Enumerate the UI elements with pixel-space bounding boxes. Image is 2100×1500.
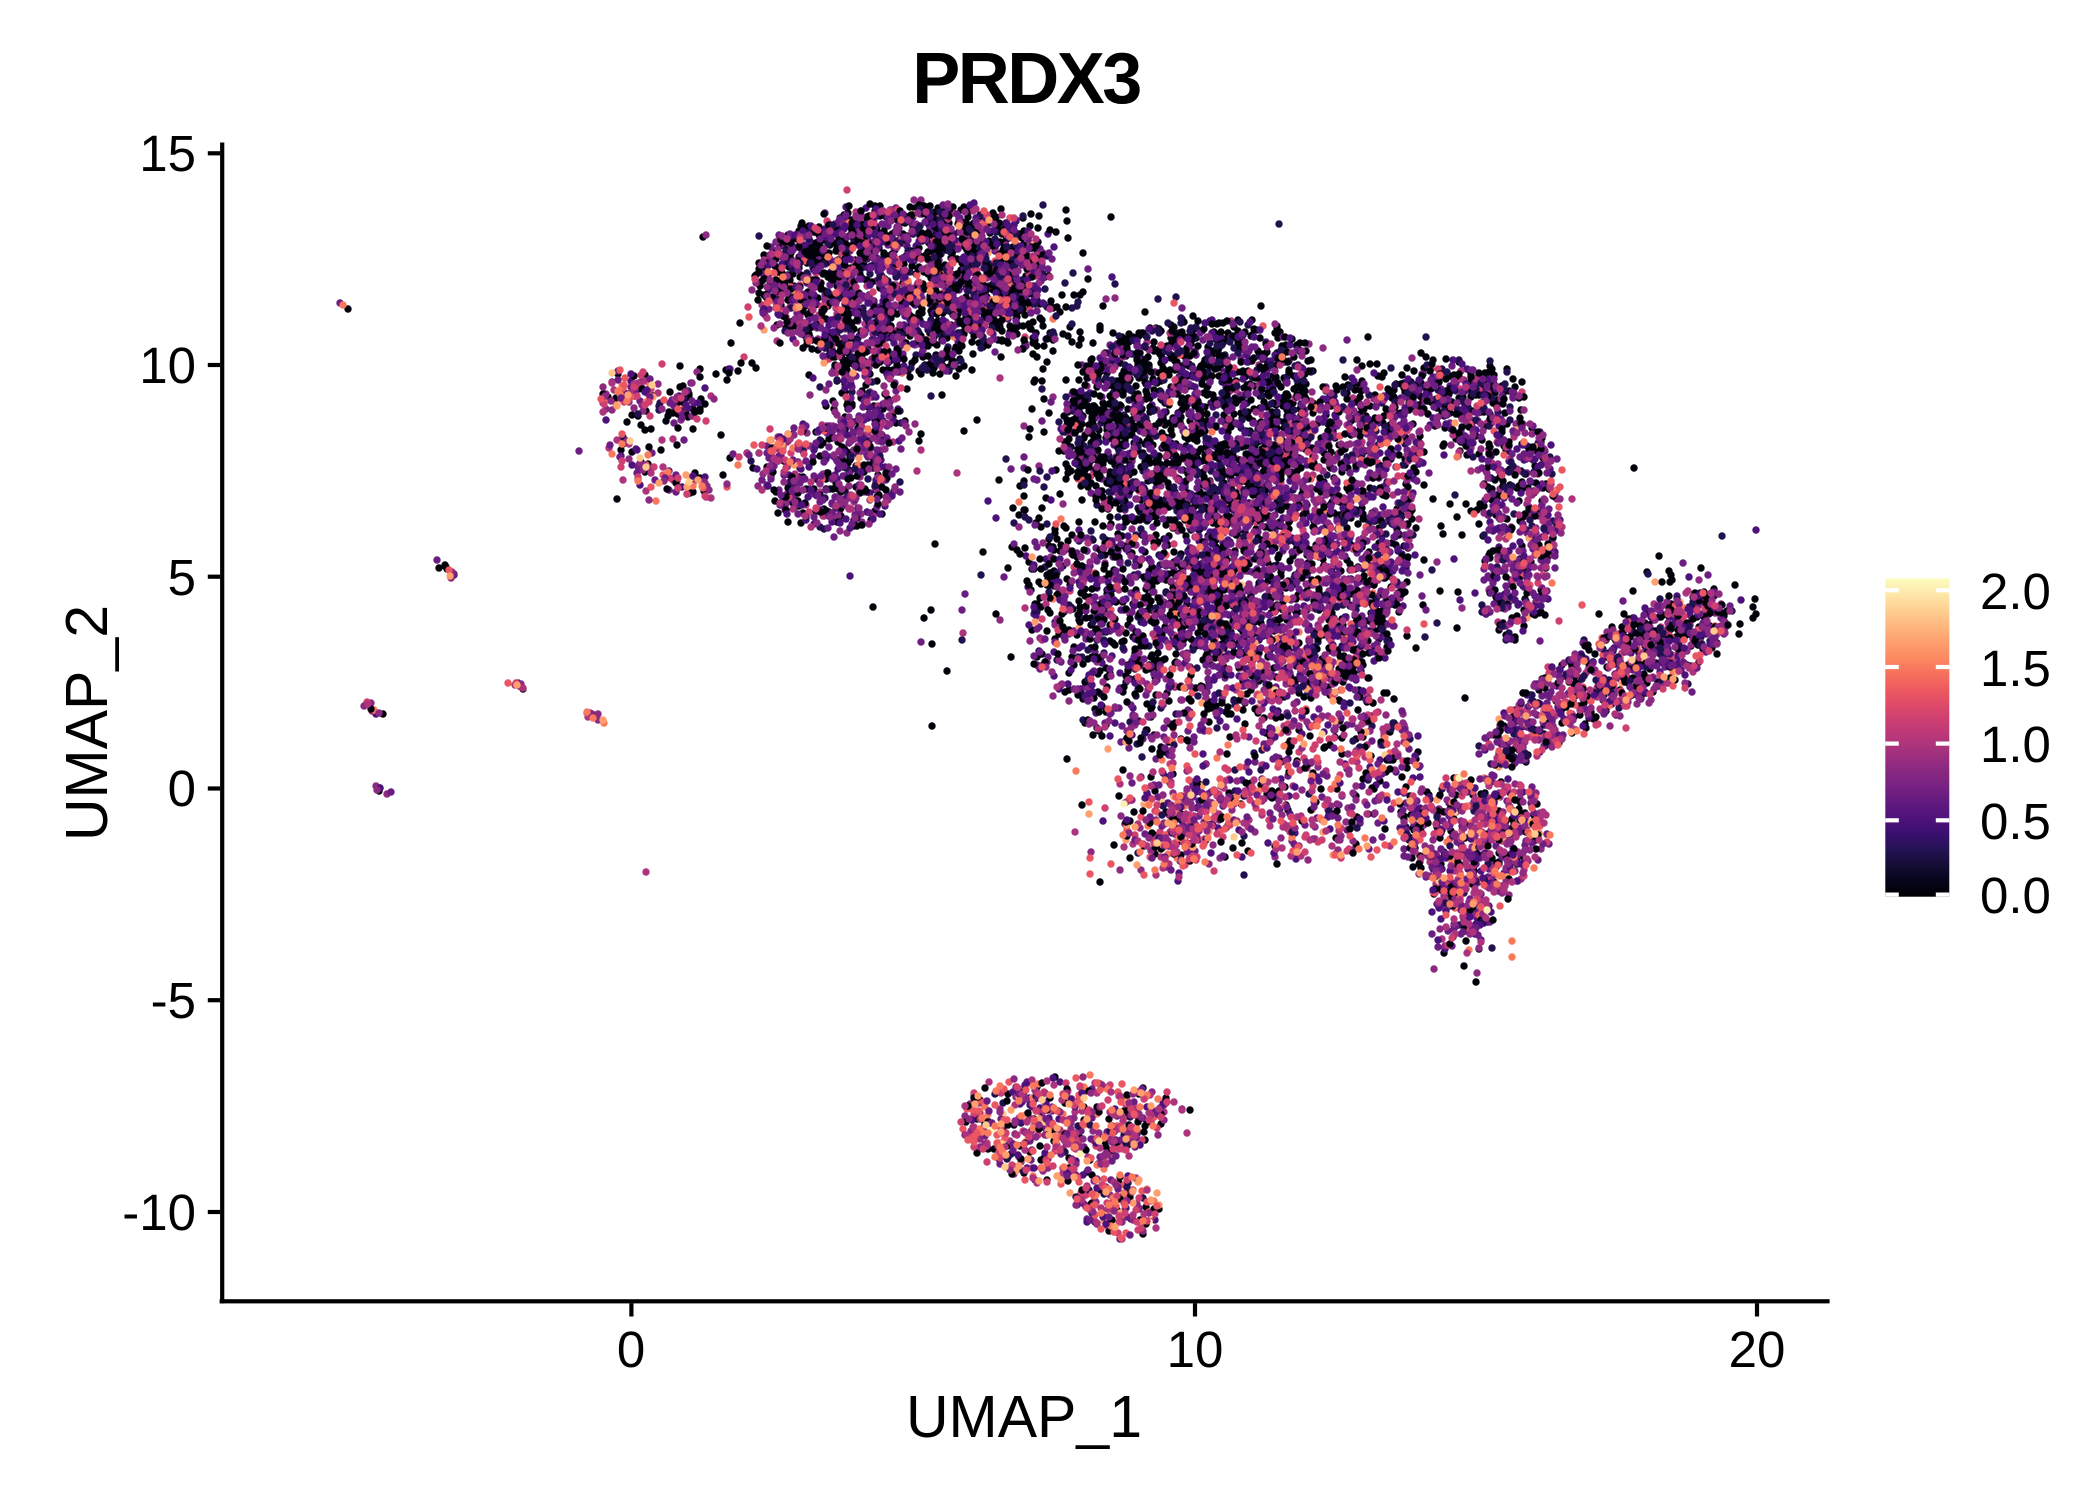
svg-text:1.0: 1.0 xyxy=(1980,716,2051,773)
svg-text:PRDX3: PRDX3 xyxy=(912,39,1140,119)
svg-text:10: 10 xyxy=(139,337,196,394)
svg-text:UMAP_2: UMAP_2 xyxy=(54,605,120,841)
svg-text:10: 10 xyxy=(1167,1321,1224,1378)
svg-text:0.5: 0.5 xyxy=(1980,793,2051,850)
svg-text:-5: -5 xyxy=(151,972,196,1029)
svg-text:1.5: 1.5 xyxy=(1980,640,2051,697)
svg-text:0.0: 0.0 xyxy=(1980,867,2051,924)
svg-text:-10: -10 xyxy=(122,1184,196,1241)
svg-text:5: 5 xyxy=(168,549,196,606)
svg-text:UMAP_1: UMAP_1 xyxy=(906,1384,1142,1450)
svg-text:20: 20 xyxy=(1729,1321,1786,1378)
svg-text:0: 0 xyxy=(617,1321,645,1378)
svg-text:15: 15 xyxy=(139,125,196,182)
svg-text:2.0: 2.0 xyxy=(1980,563,2051,620)
svg-text:0: 0 xyxy=(168,760,196,817)
